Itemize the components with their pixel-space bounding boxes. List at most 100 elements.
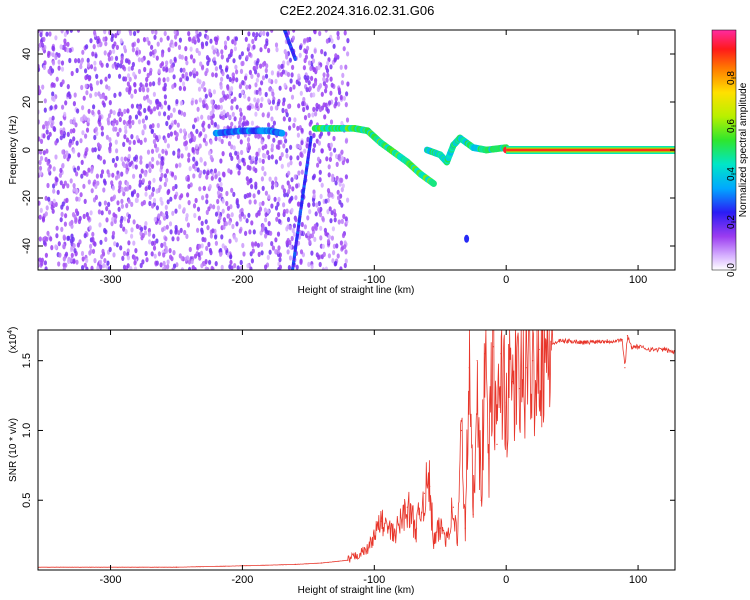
noise-point [103, 227, 107, 234]
noise-point [113, 118, 117, 124]
noise-point [221, 198, 225, 204]
noise-point [135, 50, 139, 56]
noise-point [120, 55, 124, 62]
noise-point [290, 207, 294, 213]
noise-point [175, 163, 179, 169]
noise-point [51, 60, 56, 66]
noise-point [337, 101, 341, 107]
noise-point [87, 108, 91, 114]
noise-point [322, 72, 326, 78]
snr-data-point [476, 360, 478, 362]
noise-point [207, 115, 211, 121]
noise-point [277, 64, 281, 70]
noise-point [116, 200, 120, 206]
noise-point [211, 45, 215, 51]
noise-point [264, 264, 268, 270]
noise-point [133, 260, 137, 266]
noise-point [282, 209, 287, 215]
noise-point [127, 59, 131, 65]
noise-point [80, 250, 85, 257]
noise-point [188, 246, 192, 253]
noise-point [119, 223, 123, 229]
noise-point [108, 246, 112, 253]
noise-point [342, 46, 346, 52]
noise-point [38, 136, 41, 142]
noise-point [303, 57, 307, 64]
noise-point [118, 73, 122, 79]
noise-point [57, 59, 61, 65]
noise-point [256, 98, 260, 104]
noise-point [127, 153, 131, 160]
noise-point [173, 119, 177, 125]
noise-point [308, 239, 312, 245]
noise-point [91, 231, 95, 237]
noise-point [265, 40, 269, 47]
noise-point [211, 72, 215, 78]
noise-point [205, 67, 209, 74]
noise-point [148, 81, 152, 87]
colorbar-tick-label: 0.8 [726, 71, 737, 85]
noise-point [263, 207, 267, 213]
noise-point [221, 151, 225, 157]
noise-point [93, 30, 97, 36]
noise-point [120, 111, 124, 117]
noise-point [72, 243, 76, 249]
noise-point [336, 30, 340, 37]
noise-point [80, 84, 84, 91]
noise-point [312, 147, 316, 153]
noise-point [112, 126, 116, 132]
noise-point [205, 41, 209, 47]
noise-point [91, 109, 95, 116]
noise-point [328, 156, 332, 162]
noise-point [307, 112, 311, 118]
noise-point [139, 82, 143, 88]
noise-point [314, 225, 318, 231]
noise-point [177, 44, 182, 51]
noise-point [140, 168, 144, 174]
noise-point [292, 231, 296, 237]
noise-point [82, 183, 86, 189]
snr-marks [38, 330, 675, 568]
noise-point [46, 120, 51, 126]
noise-point [84, 83, 88, 89]
noise-point [75, 188, 79, 194]
noise-point [164, 236, 168, 242]
colorbar-tick-label: 0.2 [726, 215, 737, 229]
noise-point [312, 142, 317, 148]
noise-point [312, 106, 316, 112]
noise-point [68, 142, 72, 148]
noise-point [136, 30, 140, 34]
noise-point [264, 73, 269, 79]
noise-point [326, 238, 331, 244]
noise-point [200, 263, 204, 269]
noise-point [146, 149, 151, 155]
noise-point [196, 33, 200, 39]
snr-x-tick-label: -300 [100, 574, 122, 586]
noise-point [195, 144, 199, 150]
noise-point [292, 122, 296, 129]
noise-point [333, 103, 337, 109]
noise-point [211, 104, 215, 110]
noise-point [155, 238, 159, 244]
noise-point [306, 75, 310, 81]
noise-point [179, 77, 183, 83]
noise-point [288, 225, 292, 231]
noise-point [257, 211, 261, 217]
noise-point [343, 240, 347, 246]
noise-point [230, 48, 234, 55]
noise-point [51, 91, 55, 97]
noise-point [214, 174, 218, 180]
noise-point [127, 66, 131, 72]
noise-point [170, 67, 174, 73]
noise-point [332, 243, 336, 249]
noise-point [220, 111, 224, 117]
noise-point [112, 110, 116, 116]
noise-point [43, 107, 47, 113]
noise-point [60, 30, 64, 34]
noise-point [187, 200, 191, 206]
noise-point [319, 235, 323, 241]
noise-point [241, 60, 245, 66]
noise-point [86, 215, 90, 221]
noise-point [297, 73, 301, 79]
noise-point [88, 250, 92, 256]
